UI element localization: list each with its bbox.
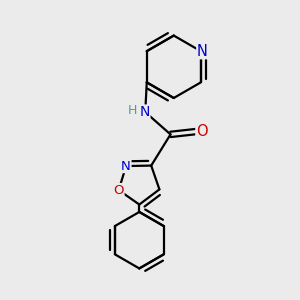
Text: N: N	[197, 44, 208, 59]
Text: N: N	[121, 160, 131, 172]
Text: H: H	[128, 104, 137, 117]
Text: O: O	[113, 184, 124, 196]
Text: N: N	[140, 105, 150, 119]
Text: O: O	[196, 124, 208, 139]
